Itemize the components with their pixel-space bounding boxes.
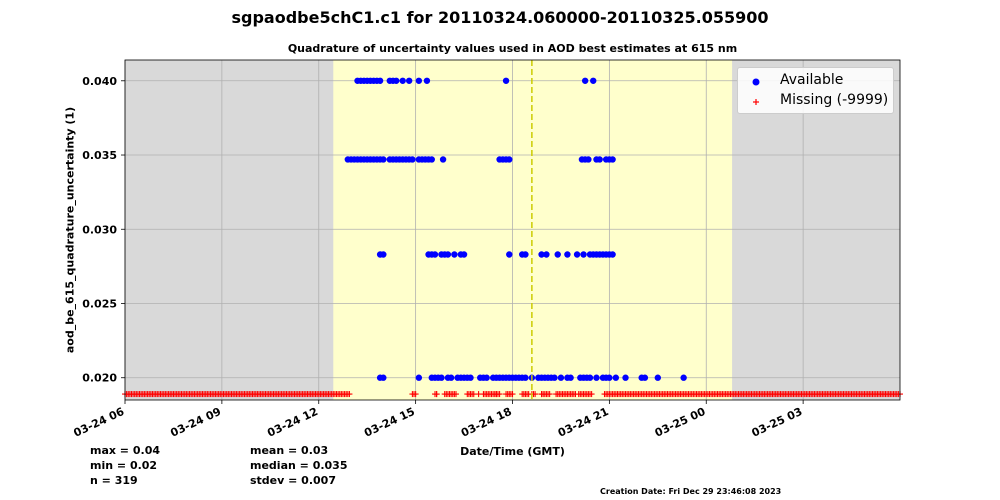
- available-point: [460, 251, 468, 258]
- available-point: [376, 77, 384, 84]
- available-point: [467, 374, 474, 381]
- available-point: [622, 374, 629, 381]
- available-point: [551, 374, 558, 381]
- x-tick-label: 03-24 21: [556, 405, 611, 440]
- x-axis-label: Date/Time (GMT): [460, 445, 565, 458]
- available-point: [586, 374, 594, 381]
- chart-title: Quadrature of uncertainty values used in…: [287, 42, 738, 55]
- available-point: [399, 77, 406, 84]
- stat-stdev: stdev = 0.007: [250, 474, 336, 487]
- available-point: [393, 77, 400, 84]
- missing-point: [346, 391, 353, 398]
- available-point: [554, 251, 561, 258]
- x-tick-label: 03-24 15: [362, 405, 417, 440]
- y-axis-label: aod_be_615_quadrature_uncertainty (1): [63, 106, 77, 354]
- available-point: [522, 374, 529, 381]
- y-tick-label: 0.025: [82, 297, 117, 310]
- available-point: [612, 374, 620, 381]
- legend-entry-available: Available: [738, 71, 893, 91]
- stat-max: max = 0.04: [90, 444, 160, 457]
- y-tick-label: 0.030: [82, 223, 117, 236]
- x-tick-label: 03-24 09: [168, 405, 223, 440]
- available-point: [593, 374, 600, 381]
- legend: Available Missing (-9999): [737, 67, 894, 114]
- available-point: [380, 251, 387, 258]
- legend-label-missing: Missing (-9999): [780, 92, 889, 108]
- available-point: [380, 156, 387, 163]
- y-tick-label: 0.040: [82, 75, 117, 88]
- x-tick-label: 03-24 06: [72, 405, 127, 440]
- available-point: [506, 251, 513, 258]
- stat-n: n = 319: [90, 474, 138, 487]
- available-point: [654, 374, 662, 381]
- available-point: [564, 251, 571, 258]
- available-point: [415, 77, 423, 84]
- available-point: [451, 251, 458, 258]
- available-point: [573, 251, 581, 258]
- missing-point: [588, 391, 595, 398]
- y-tick-label: 0.035: [82, 149, 117, 162]
- available-point: [522, 251, 529, 258]
- available-point: [543, 251, 550, 258]
- available-point: [502, 77, 510, 84]
- available-point: [538, 251, 545, 258]
- available-point: [428, 156, 435, 163]
- legend-label-available: Available: [780, 72, 844, 88]
- available-series: [344, 77, 687, 381]
- available-point: [415, 374, 423, 381]
- page-title: sgpaodbe5chC1.c1 for 20110324.060000-201…: [231, 8, 769, 27]
- x-tick-label: 03-24 12: [265, 405, 320, 440]
- available-point: [447, 374, 455, 381]
- available-point: [409, 156, 416, 163]
- legend-entry-missing: Missing (-9999): [738, 91, 893, 111]
- stat-median: median = 0.035: [250, 459, 348, 472]
- y-tick-label: 0.020: [82, 372, 117, 385]
- missing-point: [452, 391, 459, 398]
- available-point: [680, 374, 687, 381]
- available-point: [557, 374, 565, 381]
- available-point: [590, 77, 597, 84]
- missing-point: [509, 391, 516, 398]
- available-point: [567, 374, 574, 381]
- available-point: [431, 251, 439, 258]
- available-point: [606, 374, 613, 381]
- available-point: [483, 374, 490, 381]
- stat-mean: mean = 0.03: [250, 444, 329, 457]
- available-point: [444, 251, 452, 258]
- missing-marker-icon: [753, 99, 759, 105]
- available-point: [609, 156, 616, 163]
- missing-point: [433, 391, 440, 398]
- available-point: [423, 77, 431, 84]
- stat-min: min = 0.02: [90, 459, 158, 472]
- available-point: [581, 77, 589, 84]
- missing-point: [475, 391, 482, 398]
- available-point: [506, 156, 513, 163]
- x-tick-label: 03-25 00: [653, 405, 708, 440]
- available-point: [405, 77, 413, 84]
- missing-point: [538, 391, 545, 398]
- available-point: [585, 156, 592, 163]
- available-point: [380, 374, 387, 381]
- x-tick-label: 03-24 18: [459, 405, 514, 440]
- missing-point: [546, 391, 553, 398]
- available-point: [439, 156, 447, 163]
- available-point: [641, 374, 649, 381]
- available-point: [438, 374, 445, 381]
- missing-point: [532, 391, 539, 398]
- daylight-shading: [333, 60, 733, 400]
- available-point: [580, 251, 587, 258]
- available-point: [609, 251, 616, 258]
- missing-series: [122, 391, 903, 398]
- available-marker-icon: [752, 78, 760, 86]
- creation-date: Creation Date: Fri Dec 29 23:46:08 2023: [600, 487, 782, 496]
- missing-point: [493, 391, 500, 398]
- x-tick-label: 03-25 03: [750, 405, 805, 440]
- missing-point: [412, 391, 419, 398]
- available-point: [596, 156, 603, 163]
